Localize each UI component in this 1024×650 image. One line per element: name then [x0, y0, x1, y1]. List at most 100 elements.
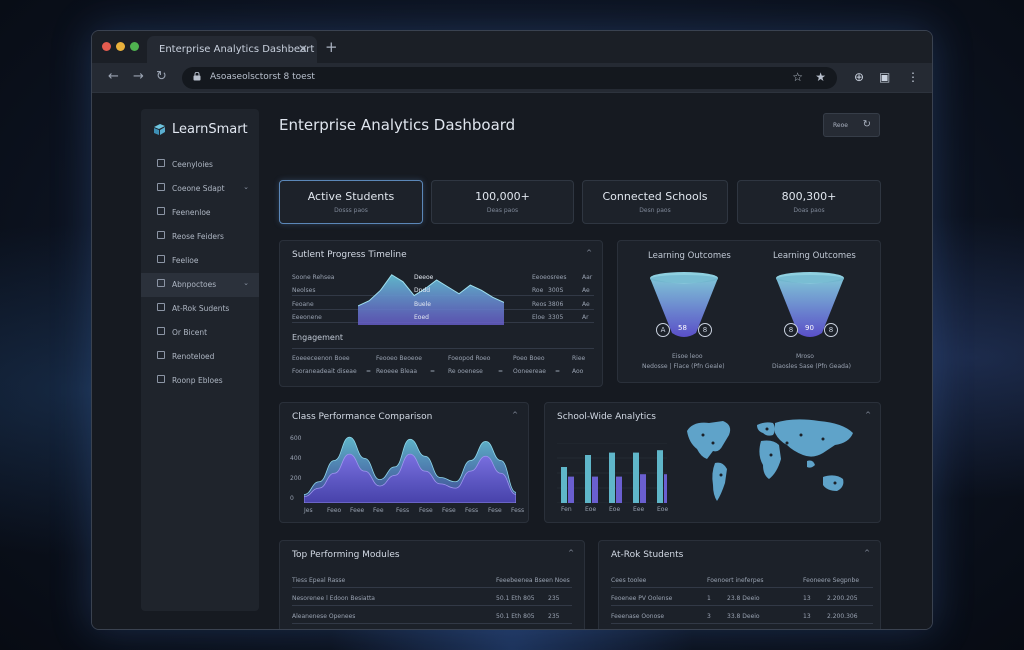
collapse-icon[interactable]: ^ — [865, 411, 871, 419]
brand[interactable]: LearnSmart — [153, 119, 248, 139]
engagement-header: Poeo Boeo — [513, 355, 545, 362]
timeline-left-label: Eeeonene — [292, 314, 322, 321]
world-map[interactable] — [683, 415, 859, 511]
browser-tab[interactable]: Enterprise Analytics Dashbeart ✕ — [147, 36, 317, 63]
timeline-right-header-extra: Aar — [582, 274, 593, 281]
stat-card-total[interactable]: 100,000+ Deas paos — [431, 180, 574, 224]
sidebar-toggle-icon[interactable]: ▣ — [879, 70, 891, 84]
address-bar[interactable]: Asoaseolsctorst 8 toest ☆ ★ — [182, 67, 837, 89]
panel-title: Top Performing Modules — [292, 550, 400, 560]
timeline-right-value: 3806 — [548, 301, 564, 308]
window-controls — [102, 42, 139, 51]
bar-series-b — [664, 474, 667, 503]
timeline-right-value: 300S — [548, 287, 564, 294]
bar-series-b — [592, 476, 598, 503]
download-icon[interactable]: ⊕ — [854, 70, 865, 84]
engagement-mark: = — [555, 368, 561, 375]
table-cell: 50.1 Eth 805 — [496, 613, 535, 620]
engagement-label: Engagement — [292, 333, 344, 342]
menu-icon[interactable]: ⋮ — [907, 70, 919, 84]
table-cell: 33.8 Deeio — [727, 613, 760, 620]
timeline-right-value: Roe — [532, 287, 544, 294]
table-cell: 1 — [707, 595, 711, 602]
sidebar-item-label: Renoteloed — [172, 352, 215, 361]
bar-series-b — [568, 476, 574, 503]
close-icon[interactable]: ✕ — [297, 42, 308, 56]
progress-timeline-panel: Sutlent Progress Timeline ^ Soone Rehsea… — [279, 240, 603, 387]
refresh-icon: ↻ — [862, 119, 871, 130]
table-cell: 2.200.205 — [827, 595, 858, 602]
collapse-icon[interactable]: ^ — [586, 249, 592, 257]
x-tick-label: Fee — [373, 507, 384, 514]
sidebar-item-label: Feelioe — [172, 256, 199, 265]
funnel-right-marker[interactable]: 8 — [824, 323, 838, 337]
stat-card-active-students[interactable]: Active Students Dosss paos — [279, 180, 423, 224]
panel-title: Class Performance Comparison — [292, 412, 433, 422]
lock-icon — [193, 72, 201, 81]
sidebar-item[interactable]: Renoteloed — [141, 345, 259, 369]
timeline-right-extra: Ar — [582, 314, 589, 321]
class-performance-series-b — [304, 453, 516, 503]
share-icon[interactable]: ☆ — [792, 70, 803, 84]
refresh-button[interactable]: Reoe ↻ — [823, 113, 880, 137]
alert-icon — [157, 231, 165, 239]
panel-title: School-Wide Analytics — [557, 412, 656, 422]
peak-label: Eoed — [414, 314, 429, 321]
outcomes-title-right: Learning Outcomes — [773, 251, 856, 261]
bookmark-star-icon[interactable]: ★ — [815, 70, 826, 84]
stat-value: Connected Schools — [602, 190, 708, 203]
panel-title: Sutlent Progress Timeline — [292, 250, 407, 260]
back-icon[interactable]: ← — [108, 69, 119, 84]
table-cell: Nesorenee l Edoon Besiatta — [292, 595, 375, 602]
sidebar-item[interactable]: Ceenyloies — [141, 153, 259, 177]
sidebar-item[interactable]: At-Rok Sudents — [141, 297, 259, 321]
funnel-chart-right[interactable] — [774, 271, 846, 345]
bar-series-a — [609, 452, 615, 503]
sidebar-item[interactable]: Feenenloe — [141, 201, 259, 225]
minimize-window-button[interactable] — [116, 42, 125, 51]
timeline-left-label: Soone Rehsea — [292, 274, 335, 281]
stat-card-connected-schools[interactable]: Connected Schools Desn paos — [582, 180, 728, 224]
stat-caption: Deas paos — [486, 207, 519, 214]
funnel-left-caption: Eisoe leoo — [672, 353, 703, 360]
sidebar-item[interactable]: Coeone Sdapt ⌄ — [141, 177, 259, 201]
sidebar-item[interactable]: Roonp Ebloes — [141, 369, 259, 393]
funnel-right-marker[interactable]: 8 — [784, 323, 798, 337]
funnel-left-marker[interactable]: A — [656, 323, 670, 337]
collapse-icon[interactable]: ^ — [512, 411, 518, 419]
table-cell: 235 — [548, 613, 560, 620]
table-header: Cees toolee — [611, 577, 647, 584]
maximize-window-button[interactable] — [130, 42, 139, 51]
forward-icon[interactable]: → — [133, 69, 144, 84]
chevron-down-icon: ⌄ — [243, 279, 249, 287]
bar-series-b — [616, 476, 622, 503]
stat-value: Active Students — [307, 190, 395, 203]
table-cell: 2.200.306 — [827, 613, 858, 620]
x-tick-label: Feeo — [327, 507, 342, 514]
school-bar-chart[interactable] — [557, 443, 667, 503]
collapse-icon[interactable]: ^ — [568, 549, 574, 557]
user-icon — [157, 303, 165, 311]
close-window-button[interactable] — [102, 42, 111, 51]
sidebar-item-label: Feenenloe — [172, 208, 211, 217]
bar-series-b — [640, 474, 646, 503]
sidebar-item[interactable]: Reose Feiders — [141, 225, 259, 249]
engagement-cell: Re ooenese — [448, 368, 483, 375]
funnel-chart-left[interactable] — [648, 271, 720, 345]
tab-title: Enterprise Analytics Dashbeart — [159, 44, 315, 55]
funnel-left-caption: Nedosse | Flace (Pfn Geale) — [642, 363, 725, 370]
funnel-left-marker[interactable]: 8 — [698, 323, 712, 337]
sidebar-item[interactable]: Abnpoctoes ⌄ — [141, 273, 259, 297]
page-title: Enterprise Analytics Dashboard — [279, 116, 516, 134]
timeline-chart[interactable] — [358, 269, 504, 325]
sidebar-item[interactable]: Or Bicent — [141, 321, 259, 345]
y-tick-label: 400 — [290, 455, 302, 462]
outcomes-title-left: Learning Outcomes — [648, 251, 731, 261]
stat-card-secondary-total[interactable]: 800,300+ Doas paos — [737, 180, 881, 224]
class-performance-chart[interactable] — [304, 435, 516, 503]
sidebar-item[interactable]: Feelioe — [141, 249, 259, 273]
funnel-left-value: 58 — [678, 324, 687, 332]
collapse-icon[interactable]: ^ — [864, 549, 870, 557]
new-tab-icon[interactable]: + — [325, 38, 338, 56]
reload-icon[interactable]: ↻ — [156, 69, 167, 84]
